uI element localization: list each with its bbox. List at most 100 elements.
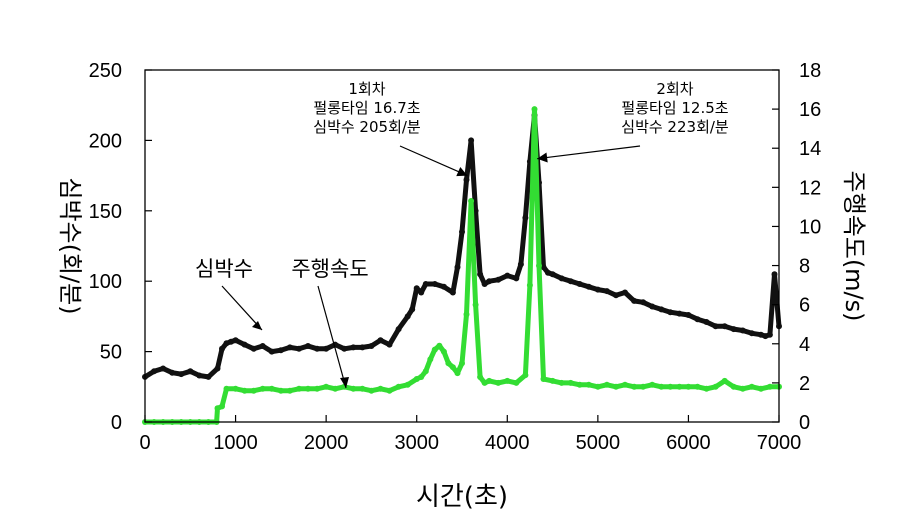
data-point	[463, 311, 470, 318]
data-point	[196, 372, 203, 379]
y-left-tick-label: 250	[89, 60, 122, 82]
data-point	[250, 345, 257, 352]
data-point	[268, 348, 275, 355]
data-point	[730, 326, 737, 333]
data-point	[332, 385, 339, 392]
data-point	[427, 356, 434, 363]
data-point	[368, 343, 375, 349]
data-point	[748, 330, 755, 337]
y-right-tick-label: 16	[799, 99, 821, 121]
data-point	[368, 387, 375, 394]
data-point	[350, 344, 357, 351]
data-point	[522, 214, 529, 221]
y-left-tick-label: 100	[89, 271, 122, 293]
data-point	[449, 289, 456, 296]
data-point	[241, 387, 248, 394]
data-point	[472, 207, 479, 214]
data-point	[585, 381, 592, 388]
data-point	[454, 370, 461, 377]
data-point	[536, 262, 542, 269]
data-point	[219, 403, 225, 410]
data-point	[277, 347, 284, 354]
data-point	[459, 360, 465, 367]
data-point	[481, 281, 488, 287]
y-right-tick-label: 18	[799, 60, 821, 82]
data-point	[694, 316, 701, 323]
data-point	[286, 387, 293, 394]
annotation-line: 2회차	[656, 80, 693, 98]
y-left-tick-label: 200	[89, 130, 122, 152]
data-point	[250, 387, 257, 394]
data-point	[409, 306, 416, 313]
y-axis-left-title: 심박수(회/분)	[56, 177, 84, 314]
data-point	[296, 345, 302, 352]
data-point	[151, 368, 158, 375]
data-point	[730, 383, 737, 390]
data-point	[676, 383, 683, 390]
x-tick-label: 3000	[394, 432, 439, 454]
arrow-head	[340, 377, 349, 388]
data-point	[445, 360, 452, 367]
data-point	[413, 376, 420, 382]
data-point	[757, 385, 764, 392]
y-right-tick-label: 12	[799, 177, 821, 199]
data-point	[232, 385, 239, 392]
data-point	[232, 337, 239, 344]
data-point	[205, 373, 212, 380]
data-point	[576, 281, 583, 287]
data-point	[676, 310, 683, 317]
data-point	[323, 383, 330, 390]
data-point	[377, 385, 384, 392]
data-point	[431, 346, 438, 353]
data-point	[594, 383, 601, 390]
plot-area	[142, 106, 782, 425]
data-point	[486, 377, 493, 384]
data-point	[558, 379, 565, 386]
data-point	[395, 326, 402, 333]
data-point	[359, 344, 366, 351]
data-point	[504, 377, 511, 384]
y-right-tick-label: 6	[799, 295, 810, 317]
data-point	[762, 333, 769, 340]
data-point	[169, 369, 176, 376]
data-point	[631, 297, 638, 304]
annotation-line: 펄롱타임 12.5초	[621, 99, 728, 117]
data-point	[685, 312, 692, 318]
data-point	[486, 278, 493, 285]
x-tick-label: 2000	[304, 432, 349, 454]
data-point	[228, 338, 234, 345]
data-point	[558, 275, 565, 282]
x-tick-label: 1000	[213, 432, 258, 454]
data-point	[622, 289, 628, 296]
data-point	[712, 383, 719, 390]
data-point	[721, 323, 728, 330]
data-point	[526, 282, 533, 289]
data-point	[703, 319, 710, 325]
data-point	[472, 301, 479, 308]
data-point	[585, 283, 592, 290]
data-point	[703, 385, 710, 392]
plot-frame	[144, 69, 780, 423]
data-point	[513, 275, 520, 282]
data-point	[603, 288, 610, 295]
y-right-tick-label: 0	[799, 412, 810, 434]
data-point	[748, 383, 755, 390]
data-point	[314, 385, 321, 392]
series-label-leader	[317, 285, 347, 389]
data-point	[440, 283, 447, 290]
data-point	[531, 106, 538, 113]
data-point	[418, 289, 425, 296]
data-point	[418, 374, 425, 380]
data-point	[341, 345, 348, 352]
data-point	[259, 385, 266, 392]
arrow-head	[537, 152, 548, 163]
data-point	[459, 228, 465, 235]
data-point	[504, 272, 511, 279]
data-point	[404, 313, 411, 320]
data-point	[649, 303, 656, 310]
data-point	[422, 281, 429, 287]
data-point	[377, 337, 384, 344]
data-point	[658, 383, 665, 390]
